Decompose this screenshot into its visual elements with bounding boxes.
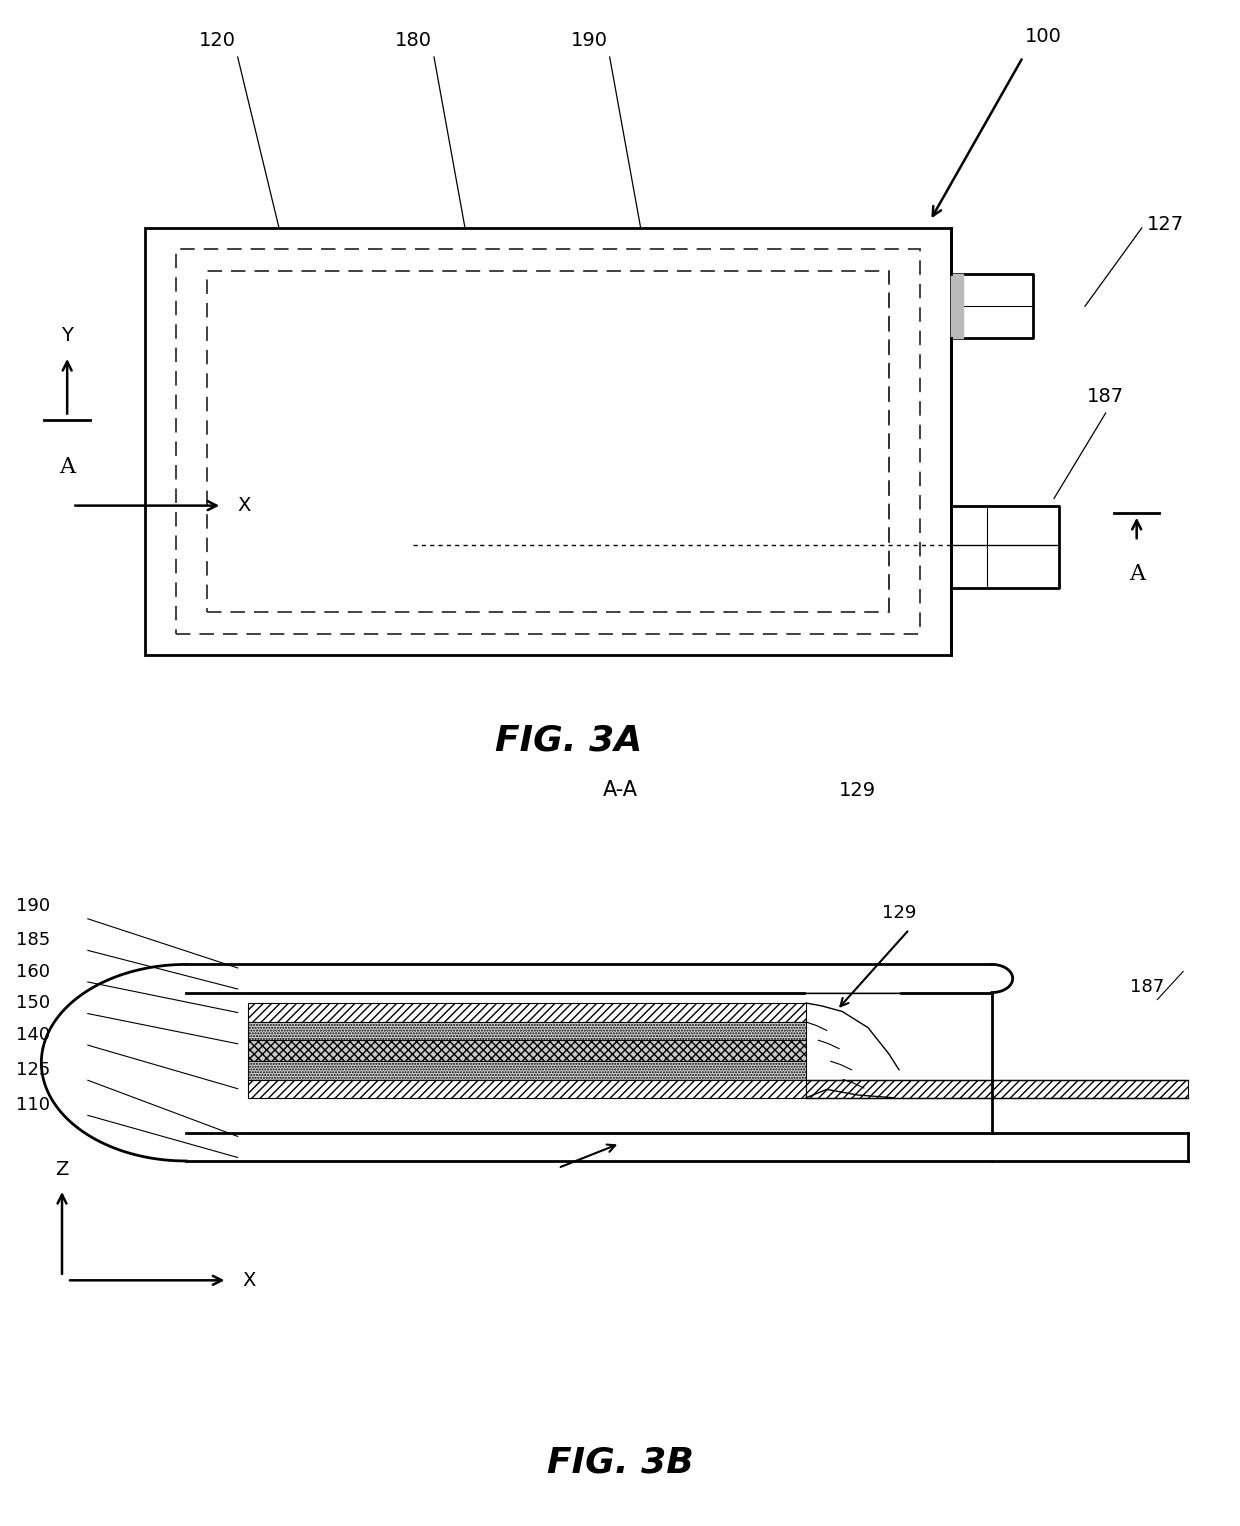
Text: 185: 185 (15, 931, 50, 949)
Text: 127: 127 (1147, 215, 1184, 233)
Text: 110: 110 (15, 1096, 50, 1114)
Text: A: A (1128, 563, 1145, 584)
Text: 100: 100 (1025, 27, 1063, 46)
Text: 120: 120 (198, 31, 236, 50)
Text: 187: 187 (1087, 388, 1125, 406)
Bar (207, 270, 889, 612)
Text: FIG. 3A: FIG. 3A (495, 723, 642, 757)
Text: 129: 129 (882, 905, 916, 922)
Text: X: X (243, 1271, 257, 1289)
Bar (248, 1079, 806, 1097)
Text: 187: 187 (1130, 978, 1164, 996)
Text: 160: 160 (15, 963, 50, 981)
Bar (248, 1041, 806, 1061)
Bar (145, 227, 951, 655)
Bar (248, 1061, 806, 1079)
Text: 140: 140 (15, 1025, 50, 1044)
Bar (176, 249, 920, 633)
Bar (806, 1079, 1188, 1097)
Text: Z: Z (56, 1160, 68, 1178)
Text: 125: 125 (15, 1061, 50, 1079)
Text: FIG. 3B: FIG. 3B (547, 1445, 693, 1480)
Bar (248, 1022, 806, 1041)
Text: X: X (238, 496, 250, 516)
Text: 129: 129 (839, 781, 877, 800)
Text: A-A: A-A (603, 780, 637, 801)
Bar (248, 1003, 806, 1022)
Text: 150: 150 (15, 993, 50, 1012)
Text: A: A (60, 456, 76, 478)
Text: 180: 180 (394, 31, 432, 50)
Text: Y: Y (61, 327, 73, 345)
Text: 190: 190 (570, 31, 608, 50)
Text: 190: 190 (15, 897, 50, 916)
